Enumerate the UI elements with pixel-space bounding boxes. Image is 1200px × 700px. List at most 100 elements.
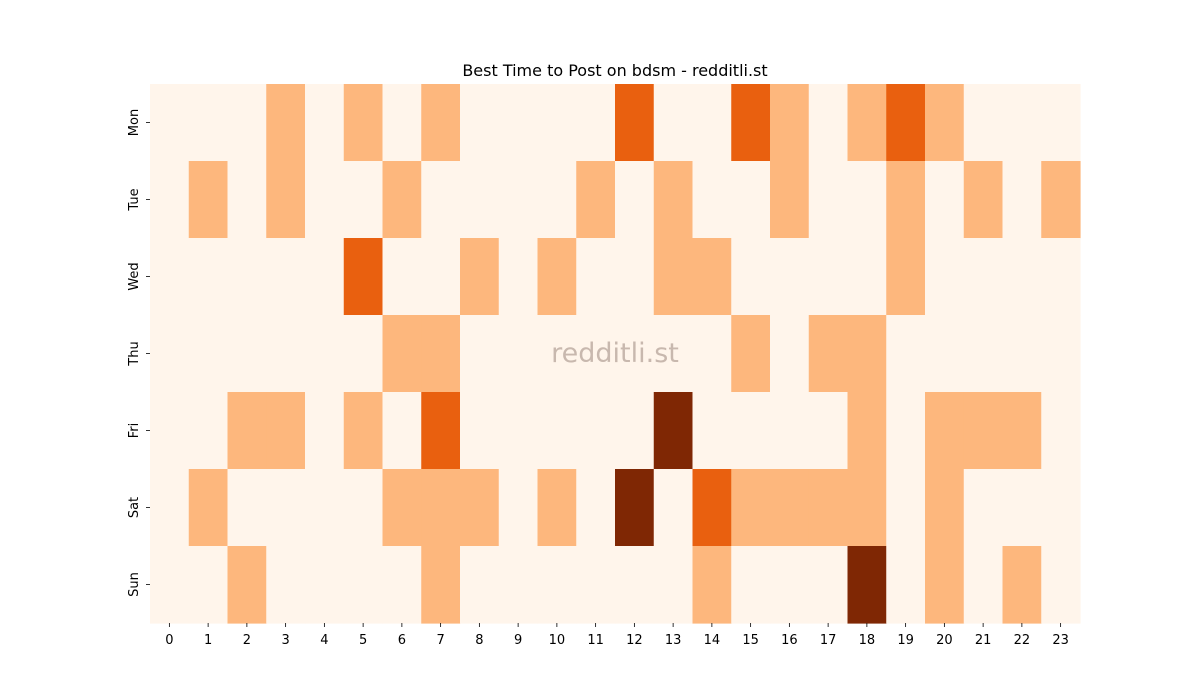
heatmap-cell-thu-17 xyxy=(808,315,849,393)
heatmap-cell-sun-21 xyxy=(963,546,1004,624)
x-tick-label-23: 23 xyxy=(1052,633,1069,648)
heatmap-cell-fri-2 xyxy=(227,392,267,470)
heatmap-cell-thu-3 xyxy=(266,315,306,393)
heatmap-cell-sun-7 xyxy=(421,546,461,624)
heatmap-cell-sat-22 xyxy=(1002,469,1042,547)
heatmap-cell-mon-10 xyxy=(537,84,577,162)
heatmap-cell-sat-16 xyxy=(770,469,810,547)
x-tick-label-6: 6 xyxy=(398,633,406,648)
heatmap-cell-wed-4 xyxy=(305,238,345,316)
heatmap-cell-thu-12 xyxy=(615,315,655,393)
heatmap-cell-tue-11 xyxy=(576,161,616,239)
heatmap-cells xyxy=(150,84,1081,624)
heatmap-cell-wed-17 xyxy=(808,238,849,316)
heatmap-cell-sun-14 xyxy=(692,546,732,624)
heatmap-cell-mon-14 xyxy=(692,84,732,162)
y-tick-label-thu: Thu xyxy=(127,341,142,366)
x-tick-label-2: 2 xyxy=(243,633,251,648)
heatmap-cell-mon-3 xyxy=(266,84,306,162)
heatmap-cell-sun-0 xyxy=(150,546,190,624)
heatmap-cell-sat-14 xyxy=(692,469,732,547)
heatmap-cell-tue-23 xyxy=(1041,161,1081,239)
heatmap-cell-tue-16 xyxy=(770,161,810,239)
heatmap-cell-mon-2 xyxy=(227,84,267,162)
heatmap-cell-thu-14 xyxy=(692,315,732,393)
heatmap-cell-wed-18 xyxy=(847,238,887,316)
heatmap-cell-fri-23 xyxy=(1041,392,1081,470)
heatmap-cell-tue-4 xyxy=(305,161,345,239)
heatmap-cell-fri-13 xyxy=(653,392,694,470)
y-tick-label-mon: Mon xyxy=(127,109,142,136)
heatmap-cell-tue-15 xyxy=(731,161,771,239)
x-tick-label-10: 10 xyxy=(549,633,566,648)
heatmap-cell-sat-23 xyxy=(1041,469,1081,547)
heatmap-cell-fri-3 xyxy=(266,392,306,470)
heatmap-cell-mon-19 xyxy=(886,84,926,162)
heatmap-cell-sun-18 xyxy=(847,546,887,624)
heatmap-cell-thu-9 xyxy=(498,315,539,393)
heatmap-cell-sat-1 xyxy=(188,469,229,547)
heatmap-cell-mon-12 xyxy=(615,84,655,162)
heatmap-cell-thu-0 xyxy=(150,315,190,393)
heatmap-cell-sat-19 xyxy=(886,469,926,547)
heatmap-cell-wed-13 xyxy=(653,238,694,316)
heatmap-cell-sun-13 xyxy=(653,546,694,624)
heatmap-cell-thu-19 xyxy=(886,315,926,393)
heatmap-cell-fri-11 xyxy=(576,392,616,470)
heatmap-cell-wed-9 xyxy=(498,238,539,316)
heatmap-cell-sat-20 xyxy=(925,469,965,547)
heatmap-cell-mon-21 xyxy=(963,84,1004,162)
heatmap-cell-mon-0 xyxy=(150,84,190,162)
heatmap-cell-wed-23 xyxy=(1041,238,1081,316)
heatmap-cell-tue-8 xyxy=(460,161,500,239)
heatmap-cell-tue-1 xyxy=(188,161,229,239)
heatmap-cell-sat-12 xyxy=(615,469,655,547)
heatmap-cell-sat-10 xyxy=(537,469,577,547)
heatmap-cell-fri-10 xyxy=(537,392,577,470)
heatmap-cell-mon-22 xyxy=(1002,84,1042,162)
x-tick-label-20: 20 xyxy=(936,633,953,648)
heatmap-cell-fri-17 xyxy=(808,392,849,470)
heatmap-cell-thu-13 xyxy=(653,315,694,393)
heatmap-cell-wed-12 xyxy=(615,238,655,316)
heatmap-cell-mon-7 xyxy=(421,84,461,162)
heatmap-cell-sat-21 xyxy=(963,469,1004,547)
heatmap-cell-tue-21 xyxy=(963,161,1004,239)
x-tick-label-5: 5 xyxy=(359,633,367,648)
y-axis: Mon Tue Wed Thu Fri Sat Sun xyxy=(127,109,150,597)
heatmap-cell-fri-1 xyxy=(188,392,229,470)
x-tick-label-1: 1 xyxy=(204,633,212,648)
x-tick-label-9: 9 xyxy=(514,633,522,648)
heatmap-cell-tue-17 xyxy=(808,161,849,239)
y-tick-label-sun: Sun xyxy=(127,572,142,597)
heatmap-cell-wed-5 xyxy=(343,238,384,316)
heatmap-cell-tue-10 xyxy=(537,161,577,239)
heatmap-cell-mon-23 xyxy=(1041,84,1081,162)
heatmap-cell-wed-14 xyxy=(692,238,732,316)
heatmap-cell-sat-9 xyxy=(498,469,539,547)
x-tick-label-12: 12 xyxy=(626,633,643,648)
heatmap-cell-tue-18 xyxy=(847,161,887,239)
watermark: redditli.st xyxy=(551,338,679,369)
heatmap-cell-fri-16 xyxy=(770,392,810,470)
x-tick-label-16: 16 xyxy=(781,633,798,648)
heatmap-cell-sun-22 xyxy=(1002,546,1042,624)
heatmap-cell-fri-6 xyxy=(382,392,422,470)
x-tick-label-8: 8 xyxy=(475,633,483,648)
heatmap-cell-thu-15 xyxy=(731,315,771,393)
heatmap-cell-fri-4 xyxy=(305,392,345,470)
heatmap-cell-sun-23 xyxy=(1041,546,1081,624)
heatmap-cell-wed-15 xyxy=(731,238,771,316)
heatmap-cell-fri-12 xyxy=(615,392,655,470)
heatmap-cell-thu-16 xyxy=(770,315,810,393)
heatmap-cell-sun-2 xyxy=(227,546,267,624)
x-tick-label-19: 19 xyxy=(897,633,914,648)
heatmap-cell-thu-23 xyxy=(1041,315,1081,393)
y-tick-label-wed: Wed xyxy=(127,262,142,290)
heatmap-cell-sun-12 xyxy=(615,546,655,624)
heatmap-cell-mon-16 xyxy=(770,84,810,162)
y-tick-label-sat: Sat xyxy=(127,497,142,518)
chart-title: Best Time to Post on bdsm - redditli.st xyxy=(462,61,767,80)
heatmap-cell-sun-16 xyxy=(770,546,810,624)
heatmap-cell-wed-6 xyxy=(382,238,422,316)
